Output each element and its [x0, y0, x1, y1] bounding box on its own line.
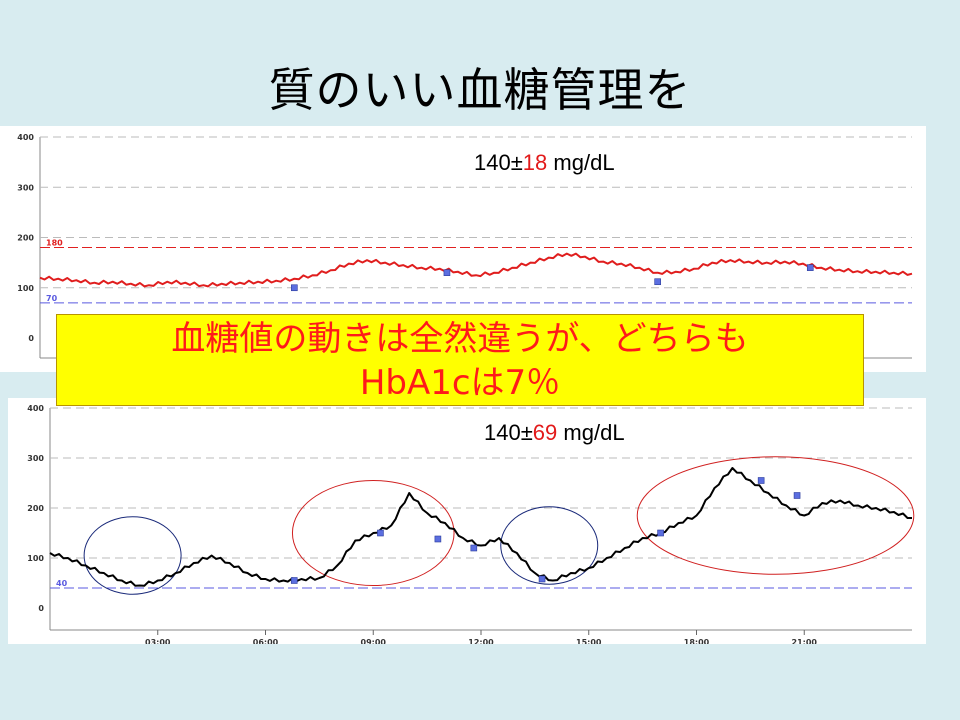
event-marker [793, 492, 801, 499]
highlight-ellipse [291, 480, 455, 586]
cgm-chart-variable-svg: 0 100 200 300 400 03:00 06:00 09:00 12:00 15:00 18… [27, 404, 915, 644]
lower-ref-label: 70 [46, 294, 58, 303]
y-tick-label: 400 [17, 133, 34, 142]
event-marker [806, 264, 814, 271]
stat-sd: 69 [532, 420, 558, 445]
y-tick-label: 300 [27, 454, 44, 463]
callout-banner: 血糖値の動きは全然違うが、どちらも HbA1cは7％ [56, 314, 864, 406]
banner-line-2: HbA1cは7％ [359, 363, 561, 403]
event-marker [538, 575, 546, 583]
stat-label-stable: 140±18 mg/dL [474, 150, 615, 176]
stat-sd: 18 [522, 150, 548, 175]
event-marker [443, 269, 451, 276]
y-tick-label: 0 [28, 334, 34, 343]
glucose-series-line [39, 252, 913, 288]
x-tick-label: 09:00 [361, 638, 387, 644]
y-tick-label: 200 [17, 234, 34, 243]
x-tick-label: 06:00 [253, 638, 279, 644]
x-tick-label: 21:00 [792, 638, 818, 644]
y-tick-label: 100 [17, 284, 34, 293]
lower-ref-label: 40 [56, 579, 68, 588]
x-tick-label: 15:00 [576, 638, 602, 644]
event-marker [654, 278, 661, 286]
stat-mean: 140 [474, 150, 511, 175]
event-marker [434, 535, 442, 543]
highlight-ellipse [636, 456, 915, 575]
cgm-chart-variable: 0 100 200 300 400 03:00 06:00 09:00 12:00 15:00 18… [8, 398, 926, 644]
y-tick-label: 100 [27, 554, 44, 563]
stat-label-variable: 140±69 mg/dL [484, 420, 625, 446]
event-marker [290, 577, 298, 584]
highlight-ellipse [83, 516, 182, 595]
stat-mean: 140 [484, 420, 521, 445]
stat-unit: mg/dL [563, 420, 625, 445]
event-marker [470, 544, 478, 552]
event-marker [377, 529, 384, 537]
y-tick-label: 200 [27, 504, 44, 513]
x-tick-label: 03:00 [145, 638, 171, 644]
y-tick-label: 300 [17, 183, 34, 192]
event-marker [757, 477, 765, 484]
event-marker [657, 529, 664, 537]
x-tick-label: 18:00 [684, 638, 710, 644]
slide-title: 質のいい血糖管理を [268, 63, 692, 117]
x-tick-label: 12:00 [468, 638, 494, 644]
stat-unit: mg/dL [553, 150, 615, 175]
highlight-ellipse [500, 506, 599, 585]
upper-ref-label: 180 [46, 239, 63, 248]
banner-line-1: 血糖値の動きは全然違うが、どちらも [171, 319, 749, 359]
y-tick-label: 400 [27, 404, 44, 413]
stat-pm: ± [520, 420, 533, 445]
glucose-series-line [49, 467, 912, 587]
event-marker [291, 284, 298, 292]
stat-pm: ± [510, 150, 523, 175]
y-tick-label: 0 [38, 604, 44, 613]
